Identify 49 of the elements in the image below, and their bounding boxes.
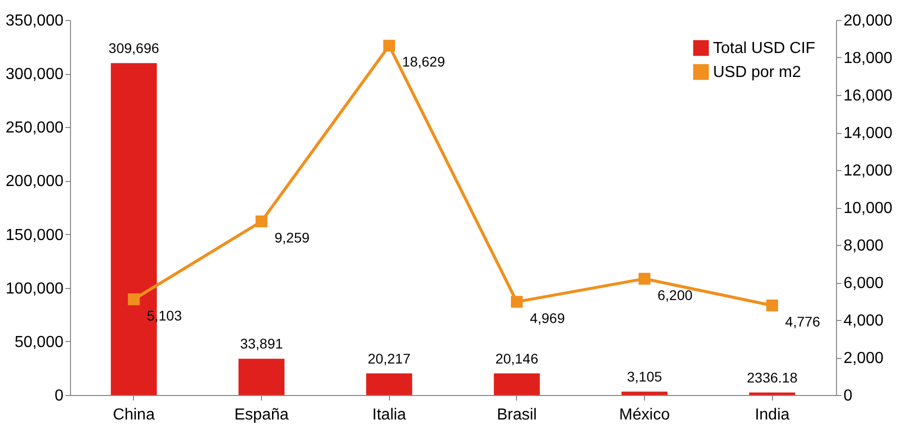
y-tick-label: 50,000	[14, 334, 64, 351]
point	[383, 40, 396, 52]
y2-tick-label: 4,000	[844, 312, 884, 330]
y2-tick-label: 10,000	[844, 200, 893, 217]
data-label: 33,891	[240, 336, 284, 352]
data-label: 4,969	[530, 310, 566, 326]
data-label: 3,105	[626, 368, 662, 385]
x-tick-label: Italia	[372, 406, 406, 424]
y2-tick-label: 12,000	[844, 162, 893, 180]
legend-label: Total USD CIF	[713, 40, 816, 57]
bar	[622, 392, 668, 395]
y-tick-label: 350,000	[6, 12, 64, 30]
bar	[749, 392, 796, 395]
y-tick-label: 200,000	[6, 173, 64, 190]
x-tick-label: España	[234, 406, 289, 424]
y-tick-label: 0	[54, 388, 64, 404]
y2-tick-label: 14,000	[844, 125, 893, 142]
data-label: 2336.18	[746, 369, 798, 386]
y2-tick-label: 8,000	[844, 238, 884, 254]
x-tick-label: China	[112, 406, 155, 424]
y2-tick-label: 20,000	[844, 12, 893, 30]
y2-tick-label: 16,000	[844, 88, 893, 104]
y-tick-label: 250,000	[6, 120, 64, 137]
y2-tick-label: 2,000	[844, 350, 884, 367]
x-tick-label: México	[619, 406, 670, 424]
point	[128, 293, 140, 306]
data-label: 20,217	[368, 350, 411, 366]
y2-tick-label: 6,000	[844, 275, 884, 292]
data-label: 20,146	[495, 350, 538, 366]
y2-tick-label: 18,000	[844, 50, 893, 67]
y-tick-label: 300,000	[6, 66, 64, 84]
point	[256, 215, 268, 228]
y2-tick-label: 0	[844, 388, 852, 404]
bar	[238, 358, 284, 395]
data-label: 309,696	[108, 40, 160, 56]
data-label: 6,200	[658, 286, 693, 303]
y-tick-label: 150,000	[6, 226, 64, 244]
x-tick-label: India	[754, 406, 790, 424]
x-tick-label: Brasil	[496, 406, 537, 424]
bar	[366, 373, 412, 395]
point	[510, 296, 523, 308]
point	[766, 300, 778, 312]
data-label: 4,776	[785, 313, 820, 330]
point	[638, 272, 650, 285]
data-label: 9,259	[274, 229, 310, 246]
legend-label: USD por m2	[713, 64, 802, 81]
y-tick-label: 100,000	[6, 280, 64, 298]
bar	[494, 373, 540, 395]
data-label: 18,629	[402, 54, 446, 70]
